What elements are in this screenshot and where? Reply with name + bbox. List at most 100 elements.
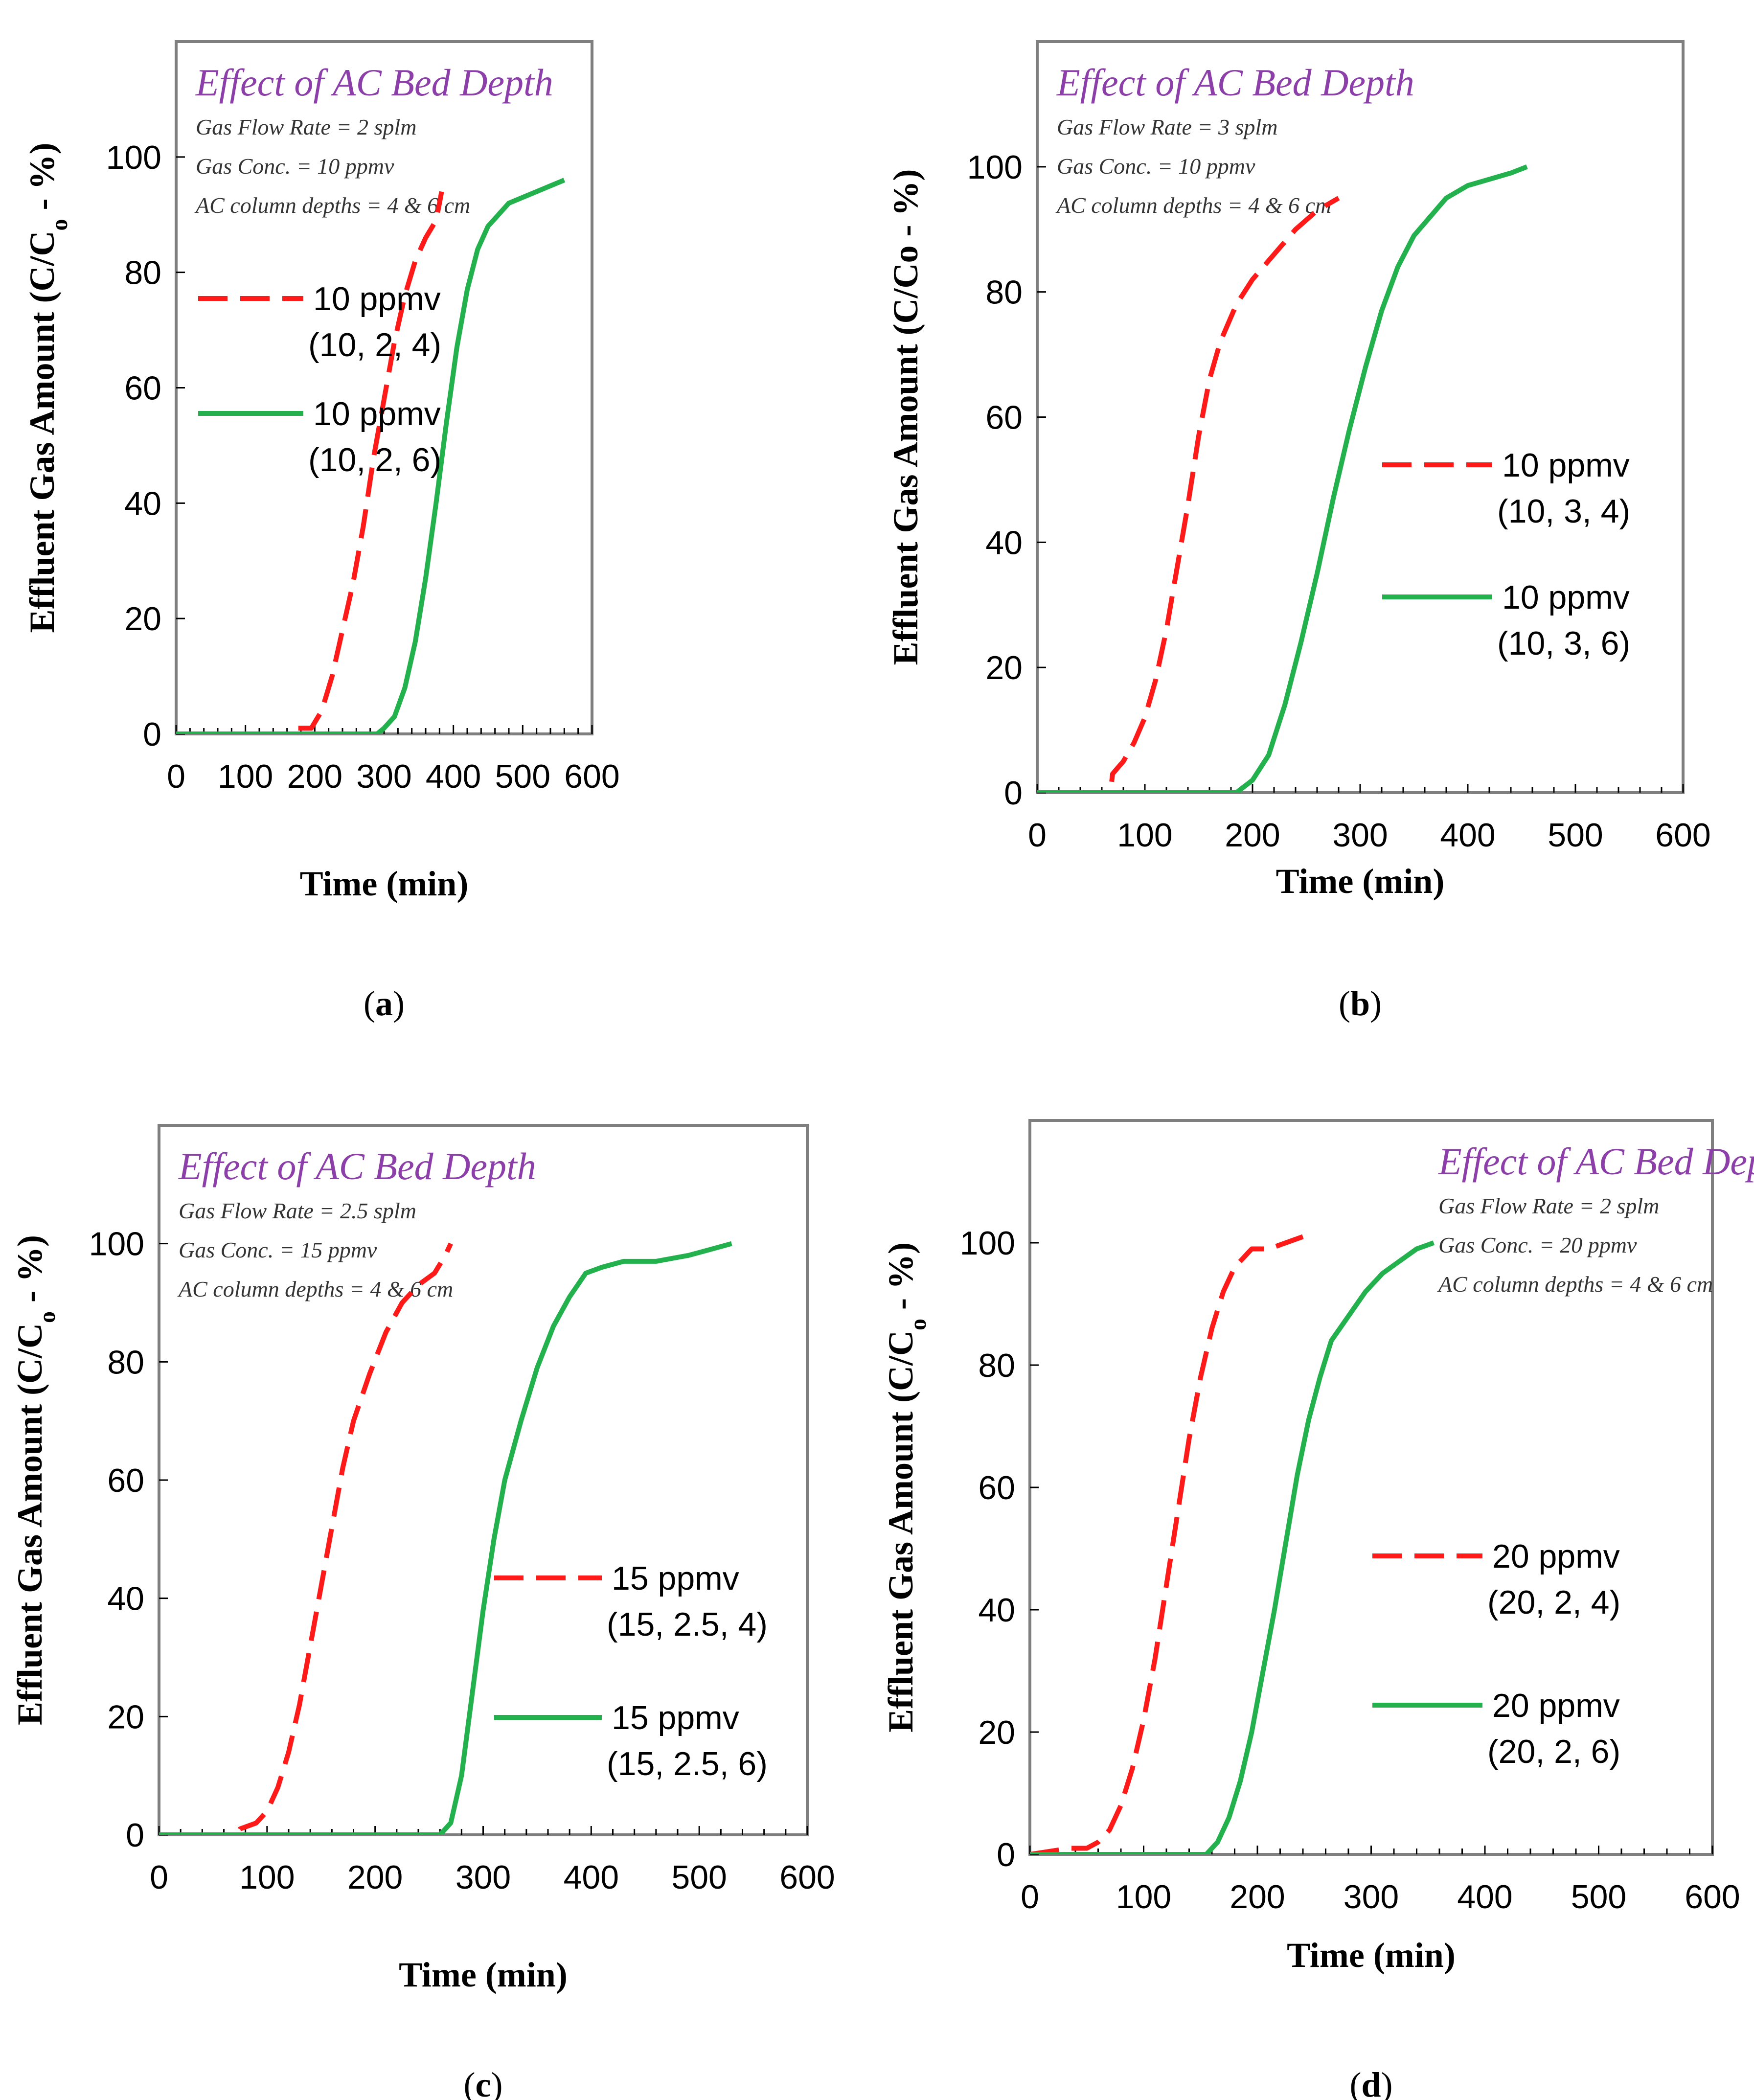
x-tick-label: 400 (426, 758, 481, 795)
y-tick-label: 60 (978, 1469, 1015, 1507)
x-tick-label: 400 (1440, 817, 1495, 854)
y-axis-title-main: Effluent Gas Amount (C/C (23, 230, 62, 633)
x-tick-label: 300 (1332, 817, 1388, 854)
description-box-bg (161, 1127, 458, 1319)
y-tick-label: 80 (985, 274, 1023, 311)
legend-params: (10, 2, 4) (308, 326, 441, 364)
legend-params: (15, 2.5, 4) (607, 1606, 768, 1643)
x-tick-label: 300 (1344, 1878, 1399, 1916)
x-tick-label: 0 (1028, 817, 1047, 854)
x-tick-label: 400 (564, 1859, 619, 1896)
legend: 10 ppmv (10, 2, 4) 10 ppmv (10, 2, 6) (198, 280, 441, 479)
y-axis-title: Effluent Gas Amount (C/Co - %) (881, 1242, 931, 1733)
legend-params: (15, 2.5, 6) (607, 1745, 768, 1782)
x-tick-label: 200 (1225, 817, 1280, 854)
y-tick-label: 40 (107, 1580, 144, 1618)
box-title: Effect of AC Bed Depth (195, 61, 553, 104)
y-axis: 0 20 40 60 80 100 (106, 139, 185, 753)
panel-label: (c) (464, 2065, 503, 2100)
x-tick-label: 200 (1230, 1878, 1285, 1916)
x-tick-label: 300 (356, 758, 411, 795)
description-box-bg (178, 44, 590, 204)
box-line: Gas Conc. = 20 ppmv (1438, 1233, 1637, 1257)
panel-label-letter: b (1350, 984, 1370, 1023)
legend: 15 ppmv (15, 2.5, 4) 15 ppmv (15, 2.5, 6) (494, 1560, 768, 1782)
y-axis-title: Effluent Gas Amount (C/Co - %) (886, 169, 925, 665)
y-tick-label: 100 (106, 139, 161, 176)
y-tick-label: 80 (124, 254, 161, 292)
series-line-solid (1037, 164, 1528, 793)
legend-name: 10 ppmv (313, 280, 441, 318)
y-tick-label: 20 (978, 1714, 1015, 1751)
x-tick-label: 600 (1685, 1878, 1740, 1916)
legend: 20 ppmv (20, 2, 4) 20 ppmv (20, 2, 6) (1372, 1538, 1620, 1770)
box-line: Gas Flow Rate = 2 splm (1438, 1193, 1659, 1218)
y-axis-title-end: - %) (881, 1242, 920, 1319)
series-line-solid (176, 178, 566, 734)
y-axis-title-end: - %) (10, 1235, 49, 1311)
box-title: Effect of AC Bed Depth (1056, 61, 1414, 104)
y-axis-title-end: - %) (23, 142, 62, 219)
x-axis: 0 100 200 300 400 500 600 (1028, 784, 1711, 854)
legend-params: (20, 2, 4) (1487, 1584, 1620, 1621)
x-axis-title: Time (min) (1287, 1936, 1456, 1975)
y-tick-label: 100 (89, 1226, 144, 1263)
y-tick-label: 80 (107, 1344, 144, 1381)
series-line-dashed (159, 1242, 453, 1835)
y-tick-label: 40 (124, 485, 161, 522)
series-group (159, 1241, 732, 1835)
x-axis-title: Time (min) (1276, 862, 1445, 901)
y-axis: 0 20 40 60 80 100 (960, 1225, 1039, 1873)
box-title: Effect of AC Bed Depth (178, 1145, 536, 1187)
legend-name: 20 ppmv (1492, 1687, 1620, 1724)
box-line: Gas Flow Rate = 3 splm (1057, 114, 1277, 139)
legend-params: (10, 3, 4) (1497, 493, 1630, 530)
y-tick-label: 100 (960, 1225, 1015, 1262)
x-tick-label: 200 (347, 1859, 403, 1896)
box-line: Gas Conc. = 10 ppmv (196, 154, 394, 179)
series-group (1037, 164, 1528, 793)
panel-label: (b) (1339, 984, 1382, 1023)
x-tick-label: 500 (1548, 817, 1603, 854)
y-tick-label: 20 (124, 600, 161, 638)
box-title: Effect of AC Bed Depth (1438, 1140, 1754, 1183)
y-tick-label: 20 (107, 1698, 144, 1735)
description-box: Effect of AC Bed Depth Gas Flow Rate = 3 … (1039, 44, 1414, 218)
legend-params: (20, 2, 6) (1487, 1733, 1620, 1770)
x-tick-label: 200 (287, 758, 342, 795)
y-tick-label: 40 (978, 1592, 1015, 1629)
y-axis-title-sub: o (46, 219, 72, 230)
y-axis-title: Effluent Gas Amount (C/Co - %) (23, 142, 72, 633)
description-box-bg (1421, 1122, 1710, 1319)
x-axis: 0 100 200 300 400 500 600 (167, 725, 620, 795)
legend-name: 10 ppmv (1502, 447, 1630, 484)
x-tick-label: 0 (150, 1859, 168, 1896)
series-line-dashed (1030, 1234, 1304, 1854)
chart-panel-d: Effect of AC Bed Depth Gas Flow Rate = 2 … (881, 1119, 1754, 2100)
x-tick-label: 600 (779, 1859, 835, 1896)
x-tick-label: 500 (495, 758, 550, 795)
legend-name: 20 ppmv (1492, 1538, 1620, 1575)
x-tick-label: 100 (218, 758, 273, 795)
y-tick-label: 0 (997, 1836, 1015, 1873)
y-axis-title-sub: o (34, 1311, 60, 1323)
x-axis: 0 100 200 300 400 500 600 (150, 1826, 835, 1896)
x-tick-label: 100 (239, 1859, 295, 1896)
y-tick-label: 20 (985, 649, 1023, 686)
x-axis: 0 100 200 300 400 500 600 (1021, 1846, 1740, 1916)
legend-name: 15 ppmv (612, 1560, 739, 1597)
x-tick-label: 300 (456, 1859, 511, 1896)
x-tick-label: 100 (1116, 1878, 1171, 1916)
y-axis-title-main: Effluent Gas Amount (C/C (881, 1330, 920, 1733)
x-tick-label: 600 (1655, 817, 1710, 854)
description-box: Effect of AC Bed Depth Gas Flow Rate = 2 … (1421, 1122, 1754, 1319)
y-axis-title: Effluent Gas Amount (C/Co - %) (10, 1235, 60, 1725)
legend-params: (10, 3, 6) (1497, 625, 1630, 662)
panel-label-letter: d (1361, 2065, 1381, 2100)
panel-label-letter: c (476, 2065, 491, 2100)
description-box-bg (1039, 44, 1329, 218)
series-line-dashed (176, 191, 444, 734)
y-tick-label: 40 (985, 524, 1023, 561)
legend-name: 10 ppmv (313, 395, 441, 433)
legend: 10 ppmv (10, 3, 4) 10 ppmv (10, 3, 6) (1382, 447, 1630, 662)
